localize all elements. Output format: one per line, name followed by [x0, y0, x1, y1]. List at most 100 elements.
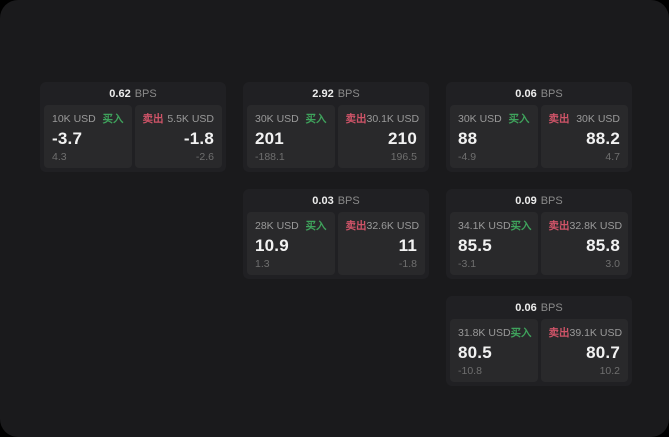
buy-amount: 30K USD: [255, 113, 299, 125]
spread-bps-value: 0.62: [109, 87, 131, 100]
sell-action-label[interactable]: 卖出: [142, 113, 164, 125]
buy-action-label[interactable]: 买入: [305, 220, 327, 232]
sell-amount: 32.8K USD: [569, 220, 623, 232]
sell-delta: 10.2: [599, 365, 620, 377]
sell-price: 11: [398, 235, 417, 255]
sell-panel-top: 卖出 32.6K USD: [345, 218, 420, 233]
sell-price: 80.7: [586, 342, 620, 362]
sell-panel[interactable]: 卖出 30.1K USD 210 196.5: [337, 105, 425, 168]
card-header: 0.03 BPS: [243, 189, 429, 212]
sell-amount: 39.1K USD: [569, 327, 623, 339]
buy-price: 88: [458, 128, 478, 148]
sell-panel[interactable]: 卖出 32.6K USD 11 -1.8: [337, 212, 425, 275]
bps-unit-label: BPS: [540, 301, 563, 314]
spread-bps-value: 2.92: [312, 87, 334, 100]
spread-bps-value: 0.06: [515, 87, 537, 100]
sell-panel-top: 卖出 30K USD: [549, 111, 621, 126]
card-header: 0.09 BPS: [446, 189, 632, 212]
quote-card[interactable]: 0.06 BPS 31.8K USD 买入 80.5 -10.8 卖出 39.1…: [446, 296, 632, 386]
sell-action-label[interactable]: 卖出: [548, 220, 570, 232]
buy-panel[interactable]: 30K USD 买入 201 -188.1: [247, 105, 335, 168]
sell-panel[interactable]: 卖出 5.5K USD -1.8 -2.6: [134, 105, 222, 168]
spread-bps-value: 0.09: [515, 194, 537, 207]
quote-card[interactable]: 0.03 BPS 28K USD 买入 10.9 1.3 卖出 32.6K US…: [243, 189, 429, 279]
buy-panel-top: 30K USD 买入: [255, 111, 327, 126]
sell-price: 210: [388, 128, 417, 148]
buy-action-label[interactable]: 买入: [508, 113, 530, 125]
buy-price: 80.5: [458, 342, 492, 362]
sell-delta: -1.8: [398, 258, 417, 270]
sell-amount: 30K USD: [576, 113, 620, 125]
quote-card[interactable]: 0.62 BPS 10K USD 买入 -3.7 4.3 卖出 5.5K USD…: [40, 82, 226, 172]
buy-action-label[interactable]: 买入: [102, 113, 124, 125]
buy-price: 201: [255, 128, 284, 148]
card-header: 0.06 BPS: [446, 82, 632, 105]
sell-delta: 4.7: [605, 151, 620, 163]
buy-delta: -3.1: [458, 258, 477, 270]
sell-action-label[interactable]: 卖出: [548, 327, 570, 339]
sell-panel[interactable]: 卖出 32.8K USD 85.8 3.0: [540, 212, 628, 275]
sell-amount: 32.6K USD: [366, 220, 420, 232]
buy-panel[interactable]: 30K USD 买入 88 -4.9: [450, 105, 538, 168]
card-body: 10K USD 买入 -3.7 4.3 卖出 5.5K USD -1.8 -2.…: [40, 105, 226, 172]
buy-panel[interactable]: 28K USD 买入 10.9 1.3: [247, 212, 335, 275]
bps-unit-label: BPS: [540, 194, 563, 207]
buy-panel[interactable]: 31.8K USD 买入 80.5 -10.8: [450, 319, 538, 382]
card-header: 0.62 BPS: [40, 82, 226, 105]
sell-delta: 196.5: [390, 151, 417, 163]
buy-panel[interactable]: 34.1K USD 买入 85.5 -3.1: [450, 212, 538, 275]
card-body: 30K USD 买入 88 -4.9 卖出 30K USD 88.2 4.7: [446, 105, 632, 172]
quote-card[interactable]: 0.06 BPS 30K USD 买入 88 -4.9 卖出 30K USD 8…: [446, 82, 632, 172]
sell-action-label[interactable]: 卖出: [345, 220, 367, 232]
bps-unit-label: BPS: [540, 87, 563, 100]
card-body: 28K USD 买入 10.9 1.3 卖出 32.6K USD 11 -1.8: [243, 212, 429, 279]
sell-panel[interactable]: 卖出 39.1K USD 80.7 10.2: [540, 319, 628, 382]
buy-amount: 34.1K USD: [458, 220, 511, 232]
buy-amount: 30K USD: [458, 113, 502, 125]
sell-panel[interactable]: 卖出 30K USD 88.2 4.7: [540, 105, 628, 168]
sell-panel-top: 卖出 30.1K USD: [345, 111, 420, 126]
quote-card[interactable]: 2.92 BPS 30K USD 买入 201 -188.1 卖出 30.1K …: [243, 82, 429, 172]
buy-delta: -4.9: [458, 151, 477, 163]
buy-panel[interactable]: 10K USD 买入 -3.7 4.3: [44, 105, 132, 168]
sell-price: -1.8: [183, 128, 214, 148]
sell-action-label[interactable]: 卖出: [548, 113, 570, 125]
bps-unit-label: BPS: [337, 194, 360, 207]
card-body: 30K USD 买入 201 -188.1 卖出 30.1K USD 210 1…: [243, 105, 429, 172]
sell-delta: -2.6: [195, 151, 214, 163]
buy-price: -3.7: [52, 128, 83, 148]
sell-amount: 5.5K USD: [167, 113, 214, 125]
buy-amount: 31.8K USD: [458, 327, 511, 339]
buy-action-label[interactable]: 买入: [510, 220, 532, 232]
buy-amount: 28K USD: [255, 220, 299, 232]
quote-cards-grid: 0.62 BPS 10K USD 买入 -3.7 4.3 卖出 5.5K USD…: [40, 82, 632, 386]
sell-panel-top: 卖出 5.5K USD: [143, 111, 215, 126]
buy-price: 85.5: [458, 235, 492, 255]
buy-delta: 4.3: [52, 151, 67, 163]
buy-action-label[interactable]: 买入: [510, 327, 532, 339]
card-header: 2.92 BPS: [243, 82, 429, 105]
bps-unit-label: BPS: [337, 87, 360, 100]
spread-bps-value: 0.06: [515, 301, 537, 314]
quote-card[interactable]: 0.09 BPS 34.1K USD 买入 85.5 -3.1 卖出 32.8K…: [446, 189, 632, 279]
sell-panel-top: 卖出 32.8K USD: [548, 218, 623, 233]
sell-price: 88.2: [586, 128, 620, 148]
buy-panel-top: 28K USD 买入: [255, 218, 327, 233]
buy-delta: -188.1: [255, 151, 285, 163]
buy-action-label[interactable]: 买入: [305, 113, 327, 125]
buy-panel-top: 31.8K USD 买入: [458, 325, 532, 340]
sell-panel-top: 卖出 39.1K USD: [548, 325, 623, 340]
bps-unit-label: BPS: [134, 87, 157, 100]
card-header: 0.06 BPS: [446, 296, 632, 319]
card-body: 31.8K USD 买入 80.5 -10.8 卖出 39.1K USD 80.…: [446, 319, 632, 386]
sell-price: 85.8: [586, 235, 620, 255]
card-body: 34.1K USD 买入 85.5 -3.1 卖出 32.8K USD 85.8…: [446, 212, 632, 279]
buy-panel-top: 10K USD 买入: [52, 111, 124, 126]
buy-price: 10.9: [255, 235, 289, 255]
buy-panel-top: 34.1K USD 买入: [458, 218, 532, 233]
sell-action-label[interactable]: 卖出: [345, 113, 367, 125]
buy-delta: 1.3: [255, 258, 270, 270]
buy-amount: 10K USD: [52, 113, 96, 125]
sell-amount: 30.1K USD: [366, 113, 420, 125]
